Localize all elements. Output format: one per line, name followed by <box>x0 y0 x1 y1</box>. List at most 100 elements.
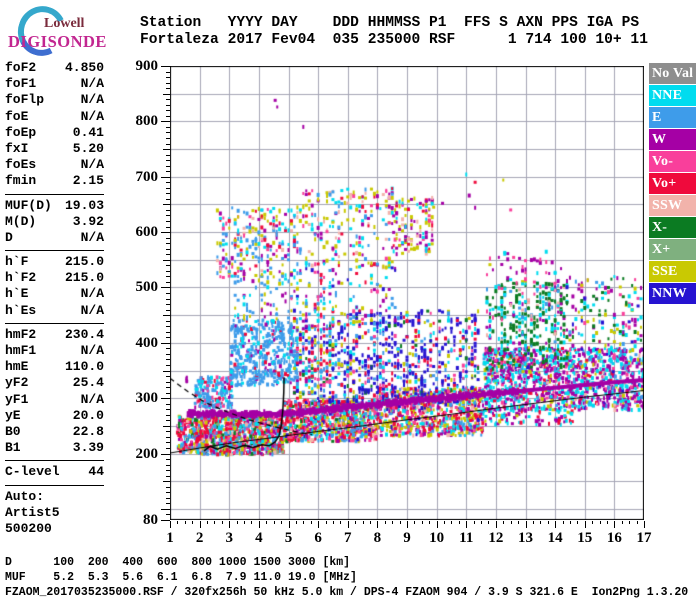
y-tick <box>166 249 170 250</box>
header-station-values: Fortaleza 2017 Fev04 035 235000 RSF 1 71… <box>140 32 648 48</box>
param-label: foEp <box>5 124 37 140</box>
legend-item-X+: X+ <box>649 239 696 260</box>
x-tick <box>363 521 364 524</box>
x-tick <box>474 521 475 524</box>
param-row-hmF2: hmF2 230.4 <box>5 327 104 343</box>
x-tick <box>533 521 534 524</box>
param-row-yF2: yF2 25.4 <box>5 375 104 391</box>
y-tick <box>166 132 170 133</box>
param-group: hmF2 230.4 hmF1 N/A hmE 110.0 yF2 25.4 yF1 N/A yE 2… <box>5 322 104 457</box>
x-tick <box>437 521 438 528</box>
param-value: 22.8 <box>72 423 104 439</box>
y-tick <box>166 271 170 272</box>
y-tick <box>166 265 170 266</box>
parameter-panel: foF2 4.850 foF1 N/A foFlp N/A foE N/A foEp 0.41 fx… <box>5 60 104 537</box>
x-tick <box>644 521 645 528</box>
y-tick <box>166 382 170 383</box>
y-tick <box>166 487 170 488</box>
param-label: 500200 <box>5 520 52 536</box>
x-tick <box>281 521 282 524</box>
x-tick <box>496 521 497 528</box>
param-row-yE: yE 20.0 <box>5 408 104 424</box>
param-label: yE <box>5 407 21 423</box>
y-tick <box>161 121 170 122</box>
y-tick <box>161 398 170 399</box>
y-axis-label: 700 <box>135 168 159 185</box>
param-label: Auto: <box>5 488 45 504</box>
x-tick <box>355 521 356 524</box>
param-label: foEs <box>5 157 37 173</box>
y-tick <box>161 66 170 67</box>
x-tick <box>563 521 564 524</box>
x-tick <box>200 521 201 528</box>
y-tick <box>163 260 170 261</box>
y-tick <box>161 454 170 455</box>
legend-item-NoVal: No Val <box>649 63 696 84</box>
x-tick <box>607 521 608 524</box>
y-tick <box>166 127 170 128</box>
logo-lowell-text: Lowell <box>44 16 85 31</box>
legend-item-X-: X- <box>649 217 696 238</box>
legend-item-W: W <box>649 129 696 150</box>
param-group: MUF(D) 19.03 M(D) 3.92 D N/A <box>5 193 104 247</box>
file-info-row: FZAOM_2017035235000.RSF / 320fx256h 50 k… <box>5 586 689 599</box>
x-tick <box>629 521 630 524</box>
y-tick <box>166 160 170 161</box>
x-tick <box>466 521 467 528</box>
y-tick <box>166 299 170 300</box>
y-tick <box>166 171 170 172</box>
x-tick <box>540 521 541 524</box>
param-label: foFlp <box>5 92 45 108</box>
y-tick <box>163 426 170 427</box>
x-tick <box>637 521 638 524</box>
y-tick <box>166 448 170 449</box>
param-row-hmE: hmE 110.0 <box>5 359 104 375</box>
x-axis-label: 10 <box>429 530 445 546</box>
y-tick <box>166 276 170 277</box>
x-tick <box>192 521 193 524</box>
y-tick <box>166 77 170 78</box>
y-tick <box>161 232 170 233</box>
y-tick <box>166 514 170 515</box>
lowell-digisonde-logo: Lowell DIGISONDE <box>6 0 136 63</box>
param-value: 3.39 <box>72 440 104 456</box>
x-tick <box>377 521 378 528</box>
param-label: hmE <box>5 359 29 375</box>
x-tick <box>570 521 571 524</box>
param-label: h`E <box>5 286 29 302</box>
param-row-hE: h`E N/A <box>5 286 104 302</box>
legend-item-NNE: NNE <box>649 85 696 106</box>
y-axis-label: 600 <box>135 224 159 241</box>
param-label: foE <box>5 108 29 124</box>
y-tick <box>166 72 170 73</box>
x-tick <box>326 521 327 524</box>
param-value: 230.4 <box>64 326 104 342</box>
muf-row: MUF 5.2 5.3 5.6 6.1 6.8 7.9 11.0 19.0 [M… <box>5 571 357 584</box>
param-value: N/A <box>80 302 104 318</box>
x-tick <box>503 521 504 524</box>
param-row-yF1: yF1 N/A <box>5 392 104 408</box>
x-axis-label: 8 <box>373 530 382 546</box>
x-tick <box>511 521 512 524</box>
param-label: D <box>5 229 13 245</box>
y-tick <box>166 348 170 349</box>
header-column-titles: Station YYYY DAY DDD HHMMSS P1 FFS S AXN… <box>140 15 640 31</box>
param-row-MD: M(D) 3.92 <box>5 214 104 230</box>
y-tick <box>166 310 170 311</box>
y-tick <box>166 503 170 504</box>
param-row-D: D N/A <box>5 230 104 246</box>
x-axis-label: 14 <box>547 530 563 546</box>
y-tick <box>166 193 170 194</box>
param-label: MUF(D) <box>5 197 52 213</box>
param-value: 2.15 <box>72 173 104 189</box>
param-value: N/A <box>80 286 104 302</box>
param-label: h`Es <box>5 302 37 318</box>
y-tick <box>166 337 170 338</box>
x-axis-label: 3 <box>225 530 234 546</box>
y-axis-label: 200 <box>135 445 159 462</box>
logo-digisonde-text: DIGISONDE <box>8 32 107 51</box>
param-label: Artist5 <box>5 504 60 520</box>
x-axis-label: 11 <box>459 530 474 546</box>
ionogram-plot <box>170 66 644 520</box>
x-axis-label: 13 <box>518 530 533 546</box>
